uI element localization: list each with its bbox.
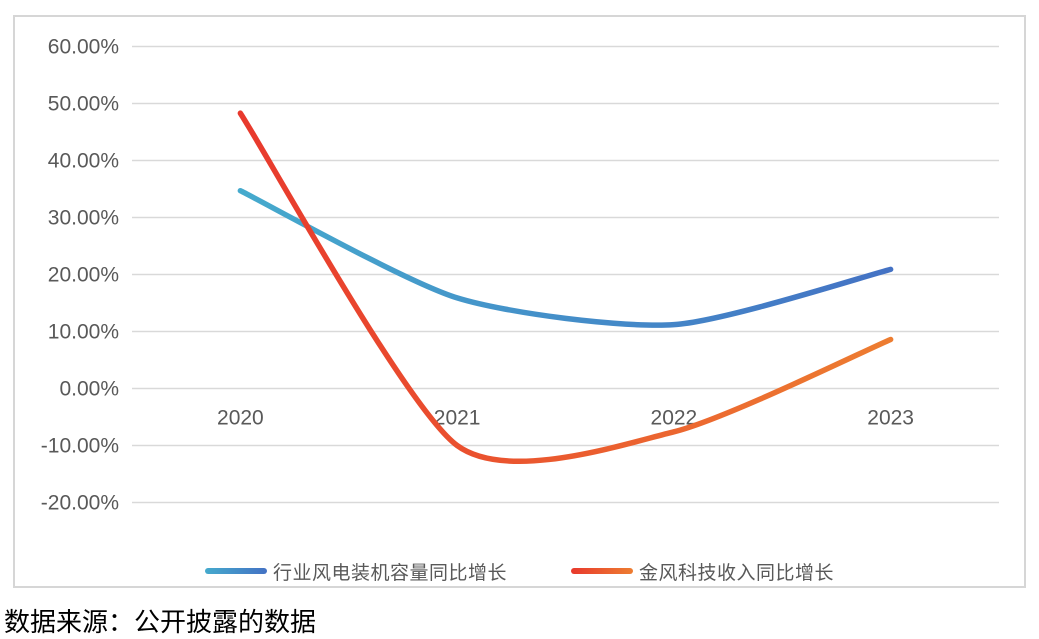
- legend-marker-industry-line: [204, 568, 267, 574]
- y-tick-label: 40.00%: [48, 150, 119, 173]
- y-tick-label: 20.00%: [48, 264, 119, 287]
- y-tick-label: 50.00%: [48, 93, 119, 116]
- y-tick-label: -10.00%: [41, 435, 119, 458]
- legend-marker-goldwind-line: [571, 568, 633, 574]
- x-axis-label: 2023: [867, 407, 914, 430]
- y-tick-label: 30.00%: [48, 207, 119, 230]
- chart-frame: 60.00% 50.00% 40.00% 30.00% 20.00% 10.00% 0.00…: [13, 15, 1026, 588]
- chart-legend: 行业风电装机容量同比增长 金风科技收入同比增长: [15, 557, 1024, 585]
- y-tick-label: 60.00%: [48, 36, 119, 59]
- legend-label-goldwind: 金风科技收入同比增长: [639, 562, 835, 584]
- x-axis-label: 2020: [217, 407, 264, 430]
- legend-item-industry: 行业风电装机容量同比增长: [204, 558, 507, 585]
- y-tick-label: 10.00%: [48, 321, 119, 344]
- series-line-industry: [237, 187, 894, 328]
- y-tick-label: 0.00%: [59, 378, 119, 401]
- series-line-goldwind: [237, 110, 894, 465]
- x-axis-label: 2021: [434, 407, 481, 430]
- source-caption: 数据来源：公开披露的数据: [4, 608, 317, 637]
- legend-label-industry: 行业风电装机容量同比增长: [272, 562, 507, 584]
- legend-item-goldwind: 金风科技收入同比增长: [571, 558, 834, 585]
- y-tick-label: -20.00%: [41, 492, 119, 515]
- x-axis-label: 2022: [651, 407, 698, 430]
- line-chart: 60.00% 50.00% 40.00% 30.00% 20.00% 10.00% 0.00…: [41, 36, 999, 515]
